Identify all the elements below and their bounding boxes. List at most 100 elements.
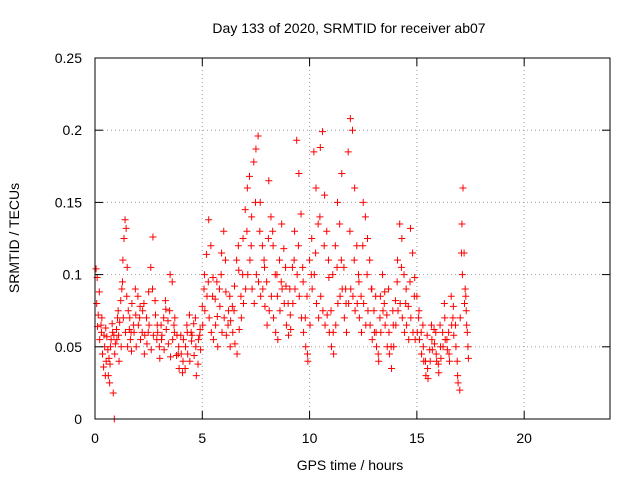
data-point xyxy=(136,314,144,322)
data-point xyxy=(154,328,162,336)
data-point xyxy=(147,346,155,354)
data-point xyxy=(276,256,284,264)
data-point xyxy=(175,343,183,351)
data-point xyxy=(269,242,277,250)
data-point xyxy=(207,242,215,250)
data-point xyxy=(291,227,299,235)
data-points xyxy=(92,115,472,423)
data-point xyxy=(280,299,288,307)
data-point xyxy=(153,336,161,344)
data-point xyxy=(278,220,286,228)
data-point xyxy=(237,292,245,300)
data-point xyxy=(403,321,411,329)
x-tick-label: 15 xyxy=(409,430,425,446)
data-point xyxy=(259,285,267,293)
data-point xyxy=(379,271,387,279)
data-point xyxy=(258,242,266,250)
data-point xyxy=(392,321,400,329)
data-point xyxy=(289,299,297,307)
data-point xyxy=(286,285,294,293)
data-point xyxy=(222,288,230,296)
data-point xyxy=(406,224,414,232)
data-point xyxy=(239,271,247,279)
data-point xyxy=(209,292,217,300)
data-point xyxy=(171,314,179,322)
data-point xyxy=(230,307,238,315)
data-point xyxy=(106,379,114,387)
data-point xyxy=(235,266,243,274)
data-point xyxy=(216,302,224,310)
data-point xyxy=(299,263,307,271)
data-point xyxy=(409,249,417,257)
data-point xyxy=(410,292,418,300)
y-tick-label: 0.1 xyxy=(63,267,83,283)
data-point xyxy=(316,213,324,221)
data-point xyxy=(160,314,168,322)
data-point xyxy=(118,285,126,293)
data-point xyxy=(307,271,315,279)
data-point xyxy=(333,198,341,206)
data-point xyxy=(315,314,323,322)
data-point xyxy=(317,292,325,300)
data-point xyxy=(448,321,456,329)
data-point xyxy=(321,191,329,199)
y-tick-label: 0.05 xyxy=(55,339,82,355)
data-point xyxy=(443,346,451,354)
data-point xyxy=(346,115,354,123)
data-point xyxy=(402,285,410,293)
data-point xyxy=(379,307,387,315)
data-point xyxy=(464,343,472,351)
data-point xyxy=(439,328,447,336)
data-point xyxy=(415,314,423,322)
data-point xyxy=(349,292,357,300)
data-point xyxy=(415,336,423,344)
data-point xyxy=(424,364,432,372)
data-point xyxy=(149,285,157,293)
data-point xyxy=(288,263,296,271)
data-point xyxy=(162,325,170,333)
data-point xyxy=(394,256,402,264)
data-point xyxy=(381,321,389,329)
data-point xyxy=(402,299,410,307)
data-point xyxy=(169,336,177,344)
data-point xyxy=(128,299,136,307)
data-point xyxy=(173,331,181,339)
data-point xyxy=(152,311,160,319)
data-point xyxy=(430,340,438,348)
data-point xyxy=(151,297,159,305)
data-point xyxy=(209,273,217,281)
data-point xyxy=(167,353,175,361)
data-point xyxy=(351,184,359,192)
data-point xyxy=(144,328,152,336)
data-point xyxy=(453,357,461,365)
data-point xyxy=(323,227,331,235)
data-point xyxy=(299,278,307,286)
data-point xyxy=(263,278,271,286)
data-point xyxy=(164,317,172,325)
y-tick-label: 0.2 xyxy=(63,122,83,138)
data-point xyxy=(261,263,269,271)
data-point xyxy=(323,311,331,319)
data-point xyxy=(155,343,163,351)
data-point xyxy=(239,299,247,307)
data-point xyxy=(143,314,150,322)
data-point xyxy=(196,331,204,339)
data-point xyxy=(458,271,466,279)
data-point xyxy=(157,321,165,329)
data-point xyxy=(123,263,131,271)
data-point xyxy=(110,331,118,339)
data-point xyxy=(336,220,344,228)
data-point xyxy=(435,369,443,377)
data-point xyxy=(300,328,308,336)
data-point xyxy=(122,224,130,232)
data-point xyxy=(278,285,286,293)
data-point xyxy=(427,321,435,329)
data-point xyxy=(140,350,148,358)
data-point xyxy=(209,336,217,344)
data-point xyxy=(357,292,365,300)
data-point xyxy=(434,360,442,368)
data-point xyxy=(179,357,187,365)
data-point xyxy=(344,148,352,156)
data-point xyxy=(308,235,316,242)
data-point xyxy=(143,340,151,348)
